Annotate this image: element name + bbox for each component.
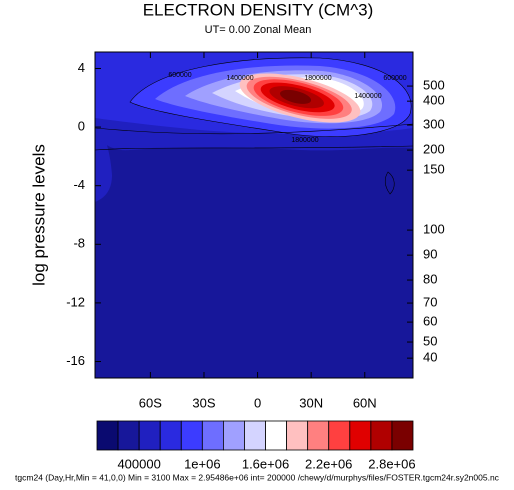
chart-title: ELECTRON DENSITY (CM^3) (143, 0, 374, 19)
contour-label: 1800000 (291, 137, 318, 144)
overlay: 40-4-8-12-165004003002001501009080706050… (66, 52, 445, 471)
contour-line (95, 123, 413, 135)
footer: tgcm24 (Day,Hr,Min = 41,0,0) Min = 3100 … (15, 472, 500, 482)
plot-frame (94, 51, 414, 379)
y-tick-label: 0 (78, 119, 85, 134)
y2-tick-label: 100 (423, 222, 445, 237)
colorbar-label: 2.8e+06 (368, 456, 415, 471)
x-tick-label: 30S (192, 395, 215, 410)
colorbar-box (159, 420, 182, 451)
y2-tick-label: 400 (423, 93, 445, 108)
colorbar-box (391, 420, 414, 451)
x-tick-label: 60S (139, 395, 162, 410)
y2-tick-label: 50 (423, 333, 437, 348)
x-tick-label: 60N (353, 395, 377, 410)
contour-label: 1400000 (354, 93, 381, 100)
contour-label: 600000 (383, 75, 406, 82)
contour-label: 1400000 (226, 75, 253, 82)
y2-tick-label: 500 (423, 78, 445, 93)
y2-tick-label: 90 (423, 247, 437, 262)
contour-fill (279, 89, 312, 104)
y2-tick-label: 40 (423, 350, 437, 365)
contour-field: 600000 1400000 1800000 1400000 600000 1800000 (95, 52, 413, 378)
colorbar-box (96, 420, 119, 451)
x-tick-label: 0 (254, 395, 261, 410)
colorbar-label: 1.6e+06 (242, 456, 289, 471)
y2-tick-label: 70 (423, 294, 437, 309)
contour-label: 600000 (168, 72, 191, 79)
contour-line (129, 57, 412, 137)
colorbar-label: 400000 (117, 456, 160, 471)
y2-tick-label: 200 (423, 142, 445, 157)
colorbar-box (180, 420, 203, 451)
colorbar-box (349, 420, 372, 451)
x-tick-label: 30N (299, 395, 323, 410)
colorbar-label: 2.2e+06 (305, 456, 352, 471)
y-tick-label: -16 (66, 353, 85, 368)
colorbar-box (370, 420, 393, 451)
chart-subtitle: UT= 0.00 Zonal Mean (205, 24, 312, 36)
y2-tick-label: 80 (423, 271, 437, 286)
y-tick-label: 4 (78, 60, 85, 75)
y2-tick-label: 300 (423, 116, 445, 131)
colorbar-box (286, 420, 309, 451)
contour-fill (95, 120, 112, 202)
contour-line (384, 171, 395, 195)
y-tick-label: -4 (73, 177, 85, 192)
y-axis-label: log pressure levels (29, 144, 48, 286)
colorbar-box (244, 420, 266, 451)
y2-tick-label: 150 (423, 162, 445, 177)
colorbar-box (222, 420, 245, 451)
colorbar-box (201, 420, 224, 451)
contour-line (95, 145, 413, 151)
colorbar-box (328, 420, 351, 451)
contour-label: 1800000 (304, 75, 331, 82)
colorbar-label: 1e+06 (184, 456, 221, 471)
colorbar-box (265, 420, 287, 451)
colorbar-box (117, 420, 140, 451)
colorbar-box (138, 420, 161, 451)
y2-tick-label: 60 (423, 314, 437, 329)
y-tick-label: -12 (66, 294, 85, 309)
colorbar-box (307, 420, 330, 451)
y-tick-label: -8 (73, 236, 85, 251)
